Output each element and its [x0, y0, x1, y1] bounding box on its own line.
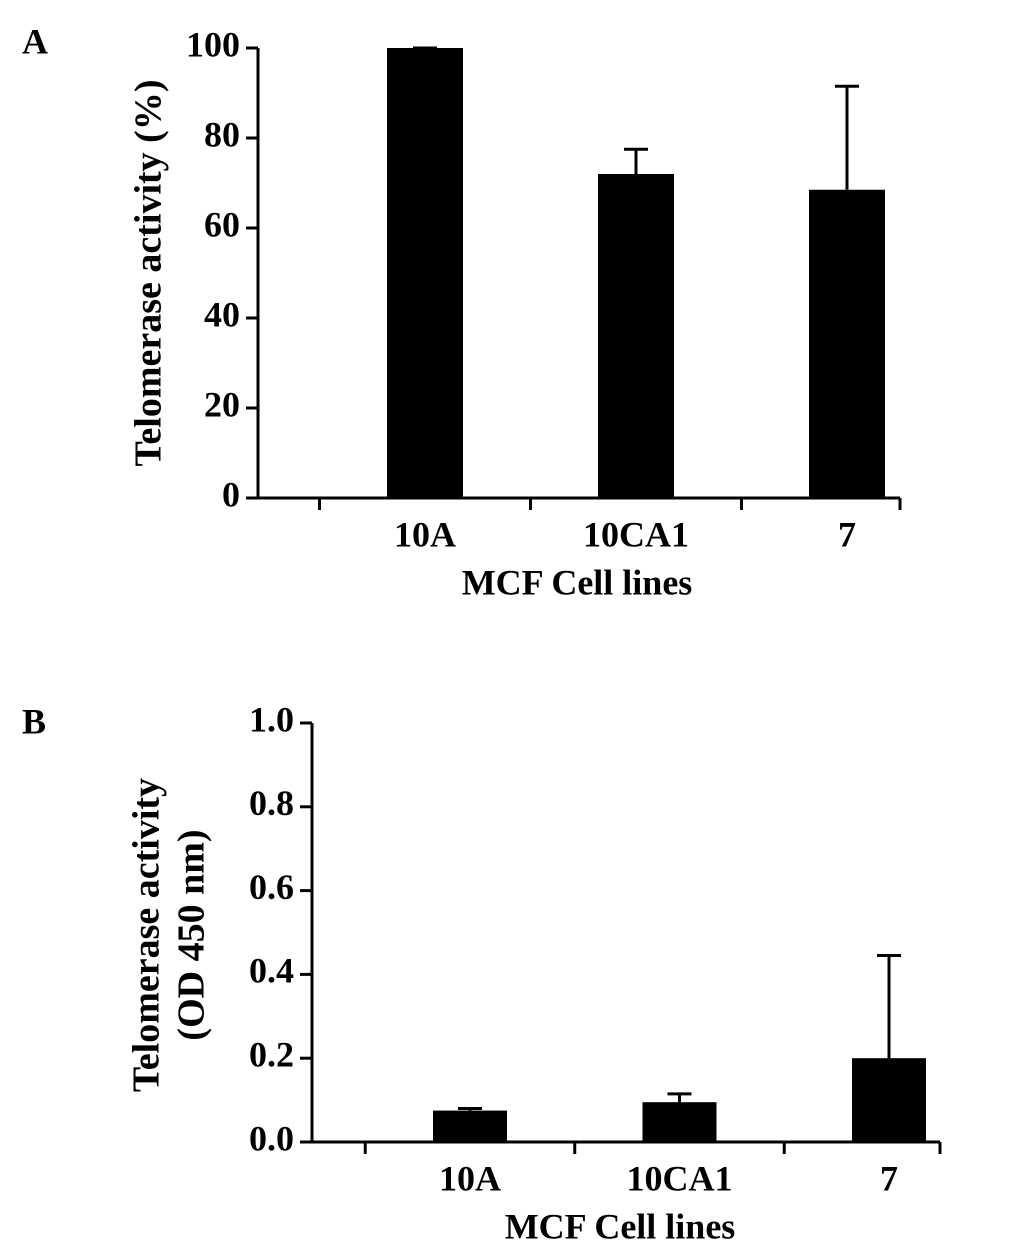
error-bar: [624, 147, 648, 174]
error-bar: [667, 1092, 692, 1103]
x-axis-label: MCF Cell lines: [462, 562, 693, 602]
bar: [598, 174, 674, 498]
x-axis-label: MCF Cell lines: [505, 1206, 736, 1246]
bar: [852, 1058, 926, 1142]
y-axis-label: Telomerase activity (%): [128, 80, 170, 467]
error-bar: [877, 954, 901, 1059]
y-tick-label: 80: [204, 114, 240, 154]
y-tick-label: 60: [204, 204, 240, 244]
x-tick-label: 10A: [394, 514, 456, 554]
bar: [387, 48, 463, 498]
error-bar: [458, 1106, 482, 1111]
y-tick-label: 0: [222, 474, 240, 514]
x-tick-label: 7: [880, 1158, 898, 1198]
y-tick-label: 0.6: [249, 867, 294, 907]
bar: [642, 1102, 717, 1142]
y-tick-label: 100: [186, 24, 240, 64]
bar: [809, 189, 885, 498]
x-tick-label: 7: [838, 514, 856, 554]
y-tick-label: 0.4: [249, 951, 294, 991]
y-axis-label: (OD 450 nm): [171, 829, 213, 1040]
y-tick-label: 40: [204, 294, 240, 334]
y-tick-label: 0.0: [249, 1118, 294, 1158]
panel-label: A: [22, 21, 48, 61]
x-tick-label: 10CA1: [583, 514, 689, 554]
error-bar: [835, 84, 859, 190]
y-tick-label: 1.0: [249, 699, 294, 739]
x-tick-label: 10A: [439, 1158, 501, 1198]
y-tick-label: 20: [204, 384, 240, 424]
bar: [433, 1110, 507, 1142]
y-axis-label: Telomerase activity: [126, 778, 168, 1092]
x-tick-label: 10CA1: [627, 1158, 733, 1198]
y-tick-label: 0.2: [249, 1034, 294, 1074]
panel-label: B: [22, 701, 46, 741]
y-tick-label: 0.8: [249, 783, 294, 823]
